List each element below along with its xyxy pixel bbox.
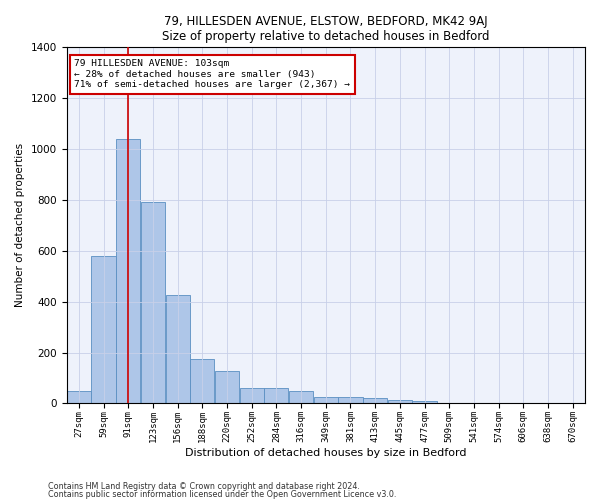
Bar xyxy=(363,398,387,404)
Text: Contains public sector information licensed under the Open Government Licence v3: Contains public sector information licen… xyxy=(48,490,397,499)
Bar xyxy=(116,138,140,404)
Bar xyxy=(239,388,264,404)
Title: 79, HILLESDEN AVENUE, ELSTOW, BEDFORD, MK42 9AJ
Size of property relative to det: 79, HILLESDEN AVENUE, ELSTOW, BEDFORD, M… xyxy=(162,15,490,43)
Text: 79 HILLESDEN AVENUE: 103sqm
← 28% of detached houses are smaller (943)
71% of se: 79 HILLESDEN AVENUE: 103sqm ← 28% of det… xyxy=(74,60,350,89)
Bar xyxy=(388,400,412,404)
X-axis label: Distribution of detached houses by size in Bedford: Distribution of detached houses by size … xyxy=(185,448,467,458)
Bar xyxy=(215,371,239,404)
Bar xyxy=(289,392,313,404)
Bar xyxy=(141,202,165,404)
Bar xyxy=(264,388,289,404)
Bar xyxy=(91,256,116,404)
Bar xyxy=(338,396,362,404)
Bar xyxy=(314,396,338,404)
Bar xyxy=(412,401,437,404)
Bar xyxy=(67,392,91,404)
Bar xyxy=(166,295,190,404)
Y-axis label: Number of detached properties: Number of detached properties xyxy=(15,143,25,308)
Bar xyxy=(190,359,214,404)
Text: Contains HM Land Registry data © Crown copyright and database right 2024.: Contains HM Land Registry data © Crown c… xyxy=(48,482,360,491)
